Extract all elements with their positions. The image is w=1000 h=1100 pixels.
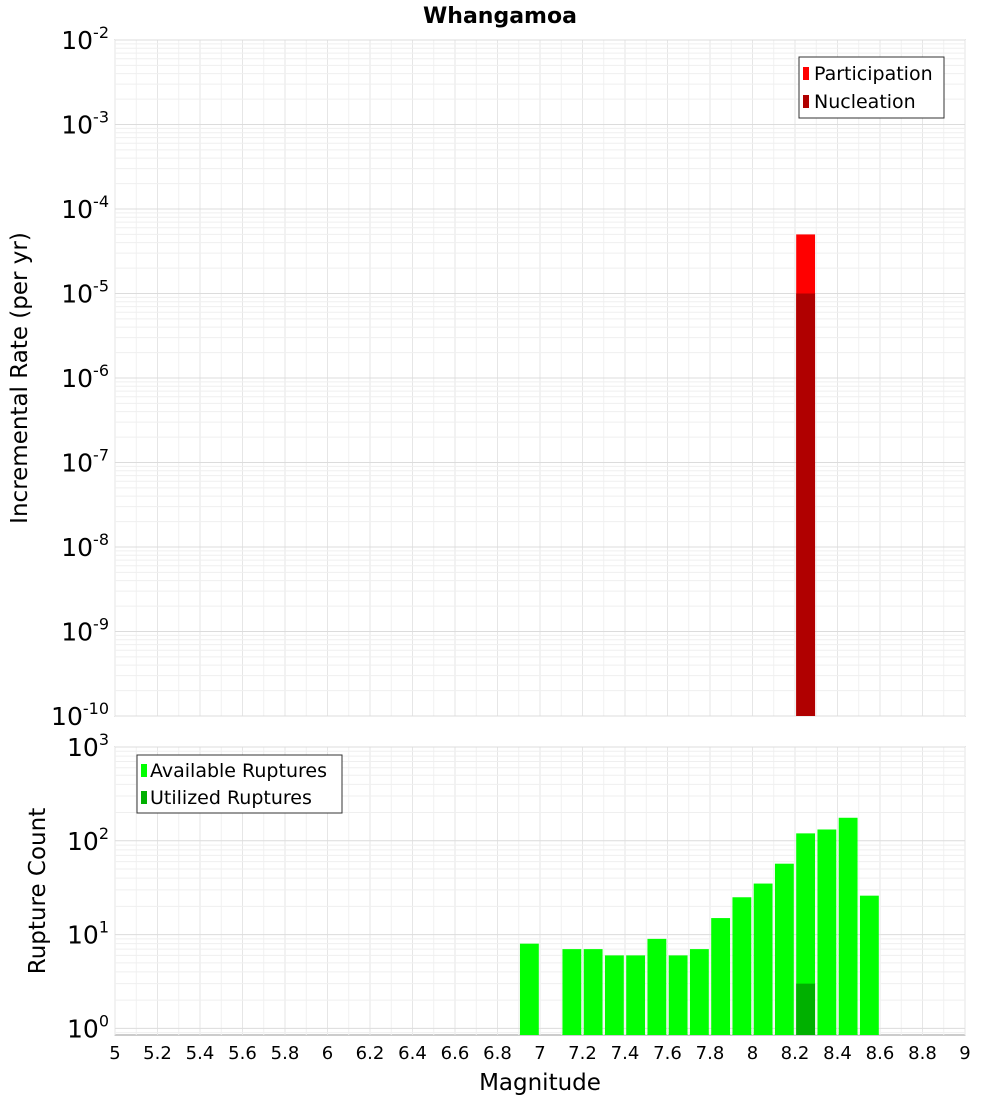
rate-y-axis-label: Incremental Rate (per yr) <box>7 232 33 524</box>
count-bar-available-ruptures <box>859 895 879 1035</box>
x-tick-label: 8.6 <box>866 1043 895 1064</box>
count-bar-available-ruptures <box>838 817 858 1035</box>
y-tick-label: 10-7 <box>61 446 109 478</box>
y-tick-label: 102 <box>67 824 109 856</box>
count-y-axis-label: Rupture Count <box>25 808 51 974</box>
x-tick-label: 5.4 <box>186 1043 215 1064</box>
count-bar-available-ruptures <box>732 897 752 1035</box>
count-bar-available-ruptures <box>562 949 582 1035</box>
rate-grid <box>114 39 966 717</box>
x-tick-label: 6.2 <box>356 1043 385 1064</box>
x-tick-label: 8.2 <box>781 1043 810 1064</box>
count-bar-available-ruptures <box>583 949 603 1035</box>
x-tick-label: 6.4 <box>398 1043 427 1064</box>
x-tick-label: 5 <box>109 1043 120 1064</box>
y-tick-label: 10-9 <box>61 615 109 647</box>
legend-label-participation: Participation <box>814 63 933 85</box>
x-tick-label: 7.8 <box>696 1043 725 1064</box>
legend-label-utilized: Utilized Ruptures <box>150 787 312 809</box>
x-tick-label: 7 <box>534 1043 545 1064</box>
x-tick-label: 6.8 <box>483 1043 512 1064</box>
count-x-ticks: 5 5.2 5.4 5.6 5.8 6 6.2 6.4 6.6 6.8 7 7.2 7.4 7.6 7.8 8… <box>109 1043 970 1064</box>
legend-swatch-available <box>141 764 147 777</box>
x-tick-label: 7.6 <box>653 1043 682 1064</box>
chart-title: Whangamoa <box>423 4 577 29</box>
x-tick-label: 5.8 <box>271 1043 300 1064</box>
y-tick-label: 10-2 <box>61 23 109 55</box>
rate-legend: Participation Nucleation <box>798 56 945 119</box>
count-bar-available-ruptures <box>647 938 667 1035</box>
x-tick-label: 5.2 <box>143 1043 172 1064</box>
x-tick-label: 6.6 <box>441 1043 470 1064</box>
y-tick-label: 10-8 <box>61 530 109 562</box>
rate-legend-box <box>798 56 945 119</box>
y-tick-label: 10-3 <box>61 108 109 140</box>
count-bars <box>519 817 879 1035</box>
x-tick-label: 8.8 <box>908 1043 937 1064</box>
count-bar-available-ruptures <box>753 883 773 1035</box>
y-tick-label: 101 <box>67 918 109 950</box>
count-bar-available-ruptures <box>626 955 646 1035</box>
count-y-ticks: 103 102 101 100 <box>67 730 109 1043</box>
rate-bars <box>796 234 816 717</box>
x-tick-label: 6 <box>322 1043 333 1064</box>
y-tick-label: 10-4 <box>61 192 109 224</box>
x-tick-label: 9 <box>959 1043 970 1064</box>
legend-swatch-nucleation <box>803 95 809 108</box>
legend-label-nucleation: Nucleation <box>814 91 916 113</box>
count-bar-available-ruptures <box>519 943 539 1035</box>
count-bar-available-ruptures <box>817 829 837 1035</box>
count-bar-available-ruptures <box>668 955 688 1035</box>
count-legend-box <box>136 754 343 814</box>
count-legend: Available Ruptures Utilized Ruptures <box>136 754 343 814</box>
x-tick-label: 7.2 <box>568 1043 597 1064</box>
legend-label-available: Available Ruptures <box>150 760 327 782</box>
x-tick-label: 5.6 <box>228 1043 257 1064</box>
count-bar-available-ruptures <box>604 955 624 1035</box>
legend-swatch-utilized <box>141 791 147 804</box>
x-axis-label: Magnitude <box>479 1070 601 1096</box>
count-bar-available-ruptures <box>774 863 794 1035</box>
rate-bar-nucleation <box>796 293 816 716</box>
y-tick-label: 10-10 <box>51 699 109 731</box>
legend-swatch-participation <box>803 67 809 80</box>
count-bar-available-ruptures <box>711 918 731 1035</box>
rate-y-ticks: 10-2 10-3 10-4 10-5 10-6 10-7 10-8 10-9 10-10 <box>51 23 109 731</box>
count-panel: 103 102 101 100 5 5.2 5.4 5.6 5.8 6 6.2 6.4 6.6 6.8 7… <box>25 730 971 1096</box>
count-bar-available-ruptures <box>689 949 709 1035</box>
count-bar-utilized-ruptures <box>796 983 816 1035</box>
x-tick-label: 7.4 <box>611 1043 640 1064</box>
x-tick-label: 8 <box>747 1043 758 1064</box>
y-tick-label: 10-6 <box>61 361 109 393</box>
rate-panel: 10-2 10-3 10-4 10-5 10-6 10-7 10-8 10-9 10-10 In… <box>7 23 966 731</box>
x-tick-label: 8.4 <box>823 1043 852 1064</box>
y-tick-label: 10-5 <box>61 277 109 309</box>
y-tick-label: 100 <box>67 1011 109 1043</box>
y-tick-label: 103 <box>67 730 109 762</box>
